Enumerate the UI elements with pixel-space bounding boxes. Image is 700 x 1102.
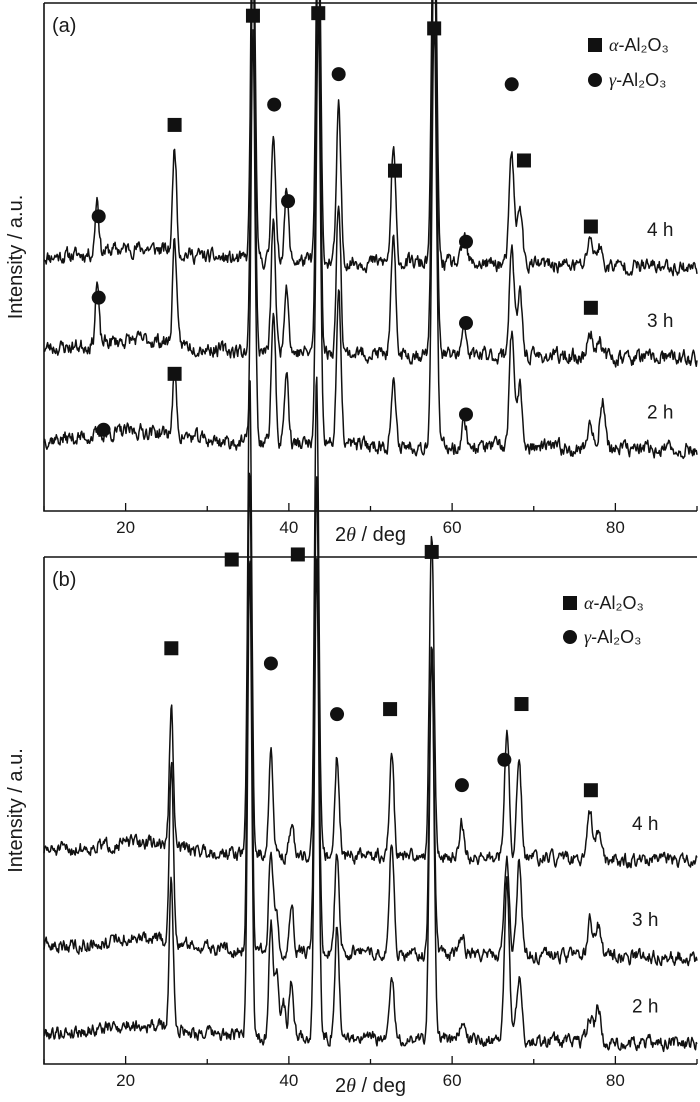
x-axis-theta: θ [346,524,356,546]
panel-label: (a) [52,15,76,37]
legend-entry: α-Al₂O₃ [609,35,669,55]
gamma-phase-marker [263,656,278,671]
alpha-phase-marker [383,702,398,717]
legend-entry: γ-Al₂O₃ [609,70,666,90]
legend-label: -Al₂O₃ [616,70,666,90]
xrd-curve-3h [43,0,698,368]
legend-square-marker [588,38,602,52]
alpha-phase-marker [424,544,439,559]
alpha-phase-marker [290,547,305,562]
gamma-phase-marker [331,67,346,82]
gamma-phase-marker [454,778,469,793]
gamma-phase-marker [281,194,296,209]
x-axis-title: 2θ / deg [335,524,406,546]
alpha-phase-marker [245,8,260,23]
gamma-phase-marker [91,290,106,305]
gamma-phase-marker [91,209,106,224]
gamma-phase-marker [504,77,519,92]
x-tick-label: 60 [443,1071,462,1090]
xrd-curve-2h [43,18,698,460]
curve-label: 3 h [632,910,658,931]
x-tick-label: 40 [279,1071,298,1090]
alpha-phase-marker [164,641,179,656]
legend-greek: α [584,593,594,613]
legend-greek: α [609,35,619,55]
alpha-phase-marker [583,783,598,798]
xrd-curve-2h [43,557,698,1053]
x-tick-label: 20 [116,1071,135,1090]
gamma-phase-marker [459,234,474,249]
gamma-phase-marker [459,316,474,331]
legend-entry: α-Al₂O₃ [584,593,644,613]
alpha-phase-marker [427,21,442,36]
alpha-phase-marker [583,300,598,315]
legend-label: -Al₂O₃ [591,627,641,647]
alpha-phase-marker [514,697,529,712]
x-axis-symbol: 2 [335,1075,346,1097]
curve-label: 4 h [647,220,673,241]
panel-label: (b) [52,569,76,591]
legend-label: -Al₂O₃ [618,35,668,55]
xrd-curve-4h [43,0,698,277]
alpha-phase-marker [167,366,182,381]
gamma-phase-marker [267,97,282,112]
alpha-phase-marker [167,117,182,132]
x-axis-unit: / deg [356,524,406,546]
x-tick-label: 60 [443,518,462,537]
alpha-phase-marker [311,6,326,21]
legend-greek: γ [609,70,617,90]
gamma-phase-marker [330,707,345,722]
legend-entry: γ-Al₂O₃ [584,627,641,647]
x-axis-unit: / deg [356,1075,406,1097]
x-axis-symbol: 2 [335,524,346,546]
curve-label: 3 h [647,311,673,332]
legend-label: -Al₂O₃ [593,593,643,613]
legend-square-marker [563,596,577,610]
legend-greek: γ [584,627,592,647]
curve-label: 2 h [632,996,658,1017]
xrd-curve-4h [43,376,698,869]
gamma-phase-marker [497,752,512,767]
x-axis-theta: θ [346,1075,356,1097]
alpha-phase-marker [224,552,239,567]
gamma-phase-marker [96,422,111,437]
curve-label: 2 h [647,403,673,424]
legend-circle-marker [563,630,577,644]
xrd-curve-3h [43,472,698,967]
x-tick-label: 40 [279,518,298,537]
alpha-phase-marker [516,153,531,168]
curve-label: 4 h [632,814,658,835]
y-axis-title: Intensity / a.u. [5,195,27,320]
alpha-phase-marker [387,163,402,178]
legend-circle-marker [588,73,602,87]
alpha-phase-marker [583,219,598,234]
y-axis-title: Intensity / a.u. [5,748,27,873]
gamma-phase-marker [459,407,474,422]
panel-a: 20 40 60 80 2θ / deg Intensity / a.u. (a) 4 h 3 … [5,0,698,546]
x-tick-label: 20 [116,518,135,537]
x-tick-label: 80 [606,1071,625,1090]
x-tick-label: 80 [606,518,625,537]
x-axis-title: 2θ / deg [335,1075,406,1097]
